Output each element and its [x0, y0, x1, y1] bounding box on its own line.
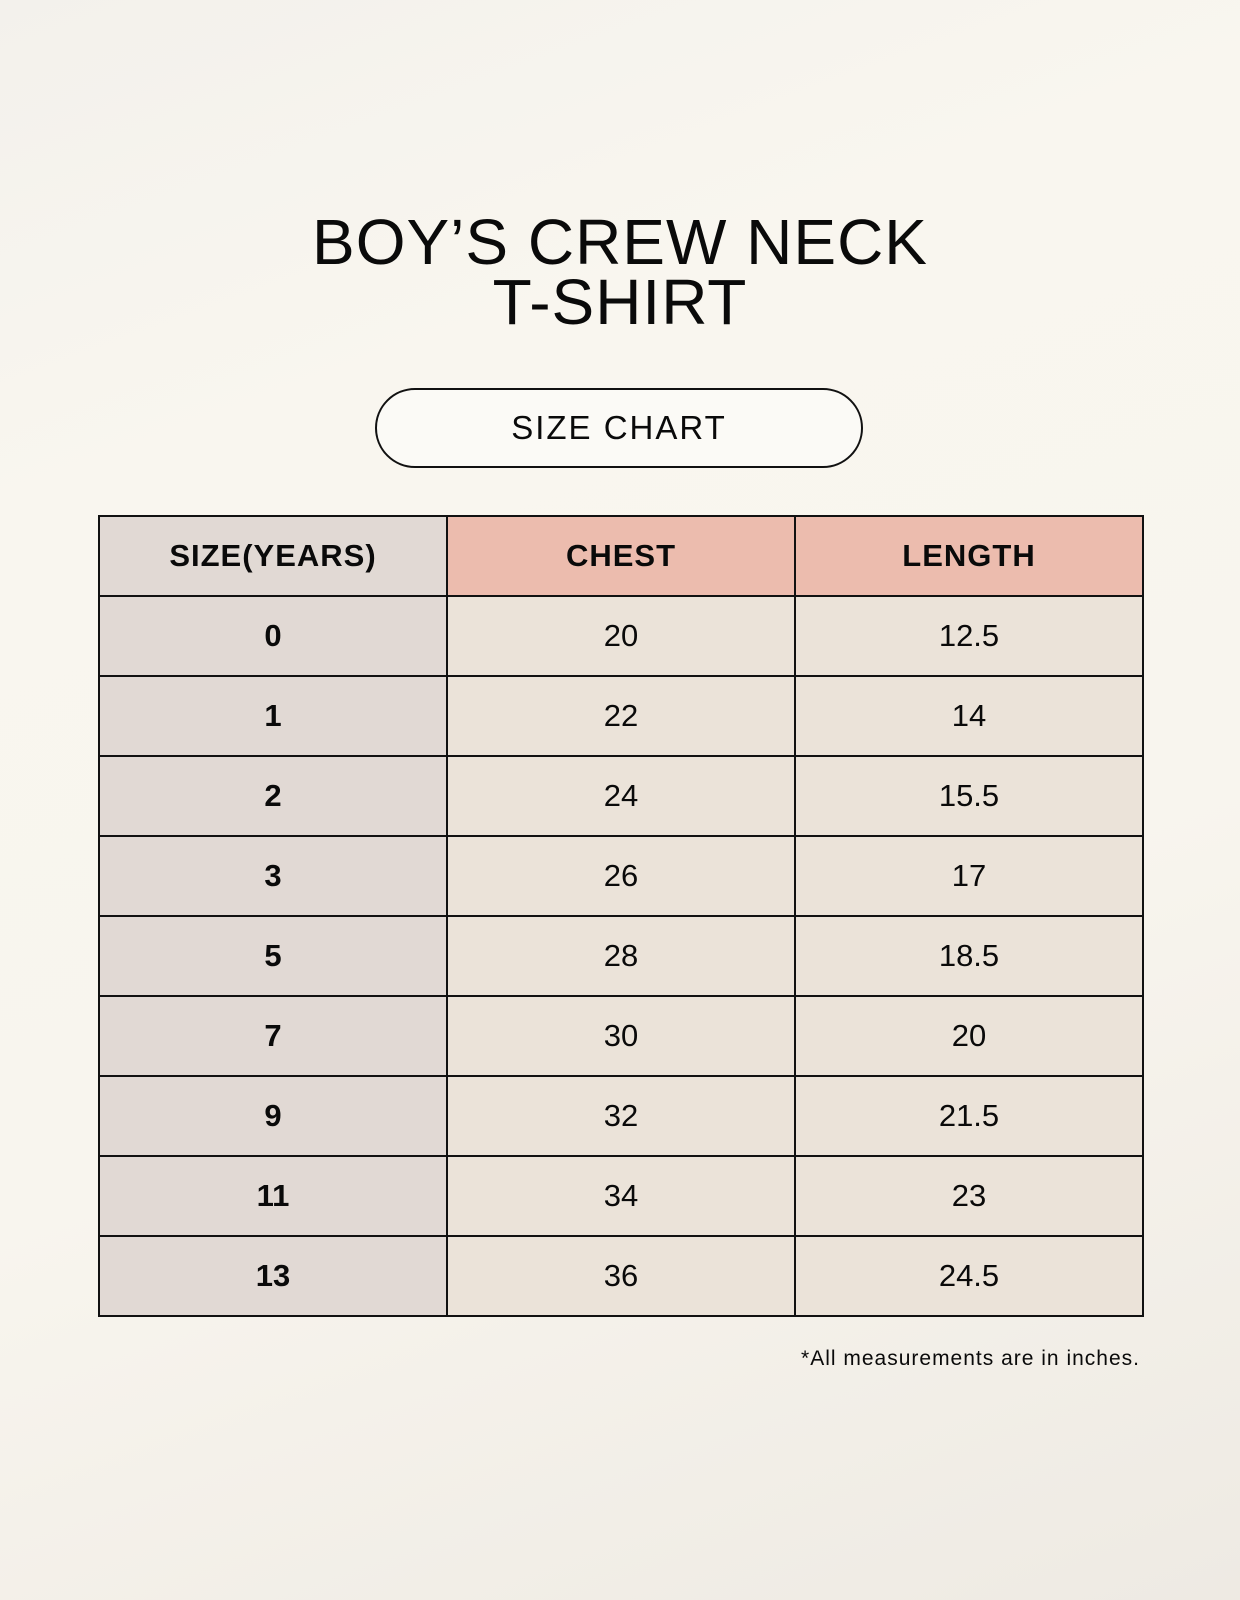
title-line-2: T-SHIRT — [492, 266, 748, 338]
cell-length: 14 — [794, 675, 1144, 757]
cell-chest: 34 — [446, 1155, 796, 1237]
table-row: 0 20 12.5 — [98, 595, 1144, 677]
cell-chest: 32 — [446, 1075, 796, 1157]
table-row: 13 36 24.5 — [98, 1235, 1144, 1317]
cell-size: 0 — [98, 595, 448, 677]
cell-chest: 26 — [446, 835, 796, 917]
cell-chest: 20 — [446, 595, 796, 677]
cell-size: 11 — [98, 1155, 448, 1237]
table-row: 5 28 18.5 — [98, 915, 1144, 997]
size-table: SIZE(YEARS) CHEST LENGTH 0 20 12.5 1 22 14 2 24… — [98, 515, 1144, 1317]
table-row: 2 24 15.5 — [98, 755, 1144, 837]
table-row: 9 32 21.5 — [98, 1075, 1144, 1157]
cell-length: 20 — [794, 995, 1144, 1077]
table-row: 1 22 14 — [98, 675, 1144, 757]
measurement-note: *All measurements are in inches. — [801, 1347, 1140, 1370]
header-size: SIZE(YEARS) — [98, 515, 448, 597]
cell-length: 21.5 — [794, 1075, 1144, 1157]
table-row: 11 34 23 — [98, 1155, 1144, 1237]
cell-length: 18.5 — [794, 915, 1144, 997]
size-chart-badge: SIZE CHART — [375, 388, 863, 468]
cell-length: 24.5 — [794, 1235, 1144, 1317]
cell-length: 23 — [794, 1155, 1144, 1237]
cell-length: 12.5 — [794, 595, 1144, 677]
header-length: LENGTH — [794, 515, 1144, 597]
table-row: 3 26 17 — [98, 835, 1144, 917]
cell-size: 13 — [98, 1235, 448, 1317]
cell-size: 9 — [98, 1075, 448, 1157]
cell-chest: 36 — [446, 1235, 796, 1317]
header-chest: CHEST — [446, 515, 796, 597]
title-line-1: BOY’S CREW NECK — [312, 206, 928, 278]
cell-chest: 22 — [446, 675, 796, 757]
cell-size: 5 — [98, 915, 448, 997]
table-header-row: SIZE(YEARS) CHEST LENGTH — [98, 515, 1144, 597]
table-row: 7 30 20 — [98, 995, 1144, 1077]
cell-length: 15.5 — [794, 755, 1144, 837]
cell-chest: 30 — [446, 995, 796, 1077]
page-title: BOY’S CREW NECK T-SHIRT — [0, 206, 1240, 338]
cell-length: 17 — [794, 835, 1144, 917]
cell-size: 1 — [98, 675, 448, 757]
cell-size: 2 — [98, 755, 448, 837]
cell-chest: 24 — [446, 755, 796, 837]
cell-size: 3 — [98, 835, 448, 917]
cell-size: 7 — [98, 995, 448, 1077]
cell-chest: 28 — [446, 915, 796, 997]
